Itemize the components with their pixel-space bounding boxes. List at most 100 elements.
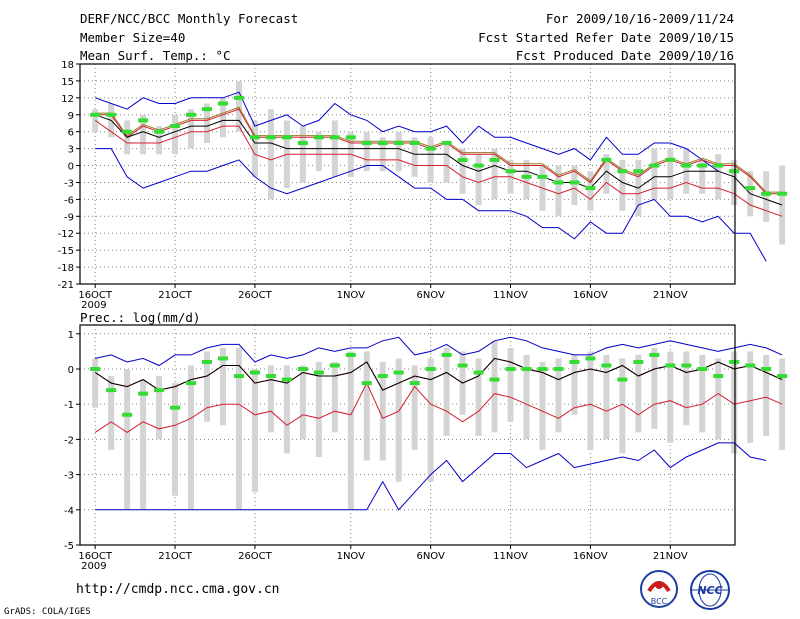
observation-marker [154, 129, 165, 134]
ensemble-box [523, 159, 530, 200]
ensemble-box [363, 351, 370, 461]
x-tick-label: 21OCT [158, 290, 193, 301]
ensemble-box [347, 351, 354, 510]
observation-marker [729, 169, 740, 174]
observation-marker [489, 377, 500, 382]
ensemble-box [699, 354, 706, 433]
ensemble-box [651, 347, 658, 429]
observation-marker [90, 367, 101, 371]
observation-marker [297, 367, 308, 371]
min-line [95, 148, 767, 262]
ensemble-box [92, 358, 99, 408]
ensemble-box [731, 351, 738, 454]
ensemble-box [92, 109, 99, 132]
bcc-logo-label: BCC [651, 597, 668, 606]
y-tick-label: 0 [68, 162, 74, 173]
ensemble-box [523, 354, 530, 440]
x-tick-label: 21NOV [653, 551, 688, 562]
observation-marker [313, 370, 324, 375]
observation-marker [441, 140, 452, 145]
ensemble-box [763, 171, 770, 222]
y-tick-label: -4 [64, 506, 74, 517]
observation-marker [233, 95, 244, 100]
ensemble-box [491, 148, 498, 200]
member-size: Member Size=40 [80, 30, 186, 45]
y-tick-label: 18 [61, 60, 74, 71]
observation-marker [745, 363, 756, 368]
y-tick-label: 0 [68, 365, 74, 376]
ensemble-box [635, 354, 642, 433]
max-line [95, 91, 719, 172]
y-tick-label: -1 [64, 400, 74, 411]
observation-marker [777, 191, 788, 196]
y-tick-label: 15 [61, 77, 74, 88]
y-tick-label: -21 [58, 280, 74, 291]
ensemble-box [427, 358, 434, 482]
observation-marker [138, 391, 149, 396]
observation-marker [409, 381, 420, 386]
observation-marker [233, 374, 244, 379]
y-tick-label: 9 [68, 111, 74, 122]
ensemble-box [251, 369, 258, 493]
y-tick-label: 1 [68, 330, 74, 341]
observation-marker [521, 174, 532, 179]
ensemble-box [587, 171, 594, 211]
observation-marker [425, 367, 436, 371]
observation-marker [393, 370, 404, 375]
observation-marker [265, 135, 276, 140]
ensemble-box [779, 165, 786, 245]
observation-marker [122, 412, 133, 417]
min-line [95, 442, 767, 511]
ensemble-box [779, 358, 786, 450]
observation-marker [473, 370, 484, 375]
observation-marker [505, 169, 516, 174]
observation-marker [649, 352, 660, 357]
observation-marker [649, 163, 660, 168]
ensemble-box [156, 376, 163, 440]
ensemble-box [459, 148, 466, 194]
observation-marker [665, 157, 676, 162]
ensemble-box [395, 358, 402, 482]
observation-marker [409, 140, 420, 145]
observation-marker [681, 363, 692, 368]
observation-marker [633, 169, 644, 174]
y-tick-label: 12 [61, 94, 74, 105]
y-tick-label: -5 [64, 541, 74, 552]
x-tick-label: 16NOV [573, 290, 608, 301]
upper-line [94, 357, 783, 391]
observation-marker [361, 381, 372, 386]
ensemble-box [204, 351, 211, 422]
observation-marker [537, 367, 548, 371]
ensemble-box [619, 159, 626, 211]
ensemble-box [283, 365, 290, 454]
forecast-period: For 2009/10/16-2009/11/24 [545, 11, 734, 26]
y-tick-label: -9 [64, 212, 74, 223]
ensemble-box [411, 137, 418, 177]
observation-marker [138, 118, 149, 123]
ensemble-box [715, 154, 722, 200]
observation-marker [361, 140, 372, 145]
observation-marker [329, 135, 340, 140]
y-tick-label: -2 [64, 435, 74, 446]
ensemble-box [395, 131, 402, 172]
observation-marker [457, 363, 468, 368]
observation-marker [585, 186, 596, 191]
ensemble-box [108, 376, 115, 450]
observation-marker [106, 112, 117, 117]
source-url[interactable]: http://cmdp.ncc.cma.gov.cn [76, 582, 280, 597]
ensemble-box [267, 109, 274, 200]
ensemble-box [571, 165, 578, 206]
observation-marker [425, 146, 436, 151]
ensemble-box [140, 114, 147, 155]
observation-marker [713, 163, 724, 168]
ensemble-box [204, 103, 211, 143]
y-tick-label: -12 [58, 229, 74, 240]
observation-marker [249, 135, 260, 140]
observation-marker [617, 377, 628, 382]
observation-marker [521, 367, 532, 371]
ensemble-box [539, 361, 546, 450]
observation-marker [265, 374, 276, 379]
ensemble-box [299, 365, 306, 440]
ensemble-box [571, 354, 578, 415]
mean-line [95, 114, 783, 206]
